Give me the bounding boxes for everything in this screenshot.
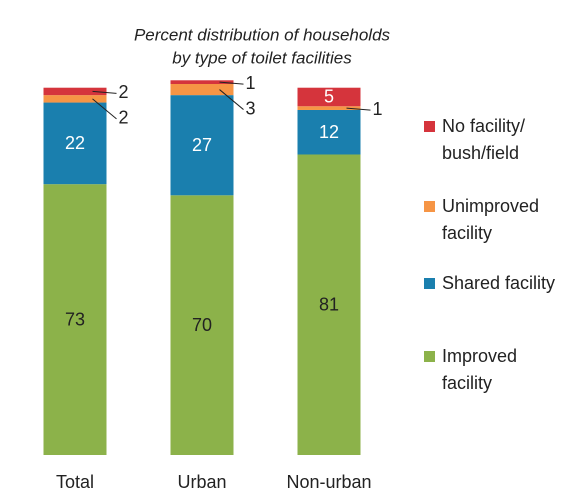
legend-label: facility	[442, 223, 492, 243]
bar-segment	[170, 195, 234, 456]
bar-segment	[297, 109, 361, 155]
bar-segment	[43, 87, 107, 96]
data-label: 1	[373, 99, 383, 119]
legend-label: No facility/	[442, 116, 525, 136]
leader-line	[92, 90, 117, 94]
bar-segment	[297, 106, 361, 110]
bar-segment	[297, 154, 361, 456]
legend-swatch	[424, 201, 435, 212]
data-label: 81	[319, 294, 339, 314]
legend-label: Shared facility	[442, 273, 555, 293]
chart-title: by type of toilet facilities	[172, 48, 352, 67]
data-label: 12	[319, 122, 339, 142]
leader-line	[346, 107, 371, 111]
data-label: 2	[119, 108, 129, 128]
bar-segment	[170, 80, 234, 84]
bar-segment	[43, 95, 107, 103]
x-tick-label: Total	[56, 472, 94, 492]
data-label: 1	[246, 73, 256, 93]
legend-swatch	[424, 351, 435, 362]
leader-line	[219, 81, 244, 85]
legend-label: Improved	[442, 346, 517, 366]
leader-line	[92, 98, 117, 120]
legend-label: facility	[442, 373, 492, 393]
data-label: 73	[65, 309, 85, 329]
data-label: 70	[192, 315, 212, 335]
data-label: 22	[65, 133, 85, 153]
chart-title: Percent distribution of households	[134, 25, 391, 44]
x-tick-label: Non-urban	[286, 472, 371, 492]
bar-segment	[170, 84, 234, 96]
data-label: 5	[324, 87, 334, 107]
data-label: 27	[192, 135, 212, 155]
bar-segment	[297, 87, 361, 107]
legend-label: Unimproved	[442, 196, 539, 216]
legend-swatch	[424, 278, 435, 289]
legend-label: bush/field	[442, 143, 519, 163]
data-label: 3	[246, 98, 256, 118]
bar-segment	[43, 184, 107, 456]
data-label: 2	[119, 82, 129, 102]
bar-segment	[43, 102, 107, 185]
bar-segment	[170, 95, 234, 196]
leader-line	[219, 89, 244, 110]
legend-swatch	[424, 121, 435, 132]
x-tick-label: Urban	[177, 472, 226, 492]
